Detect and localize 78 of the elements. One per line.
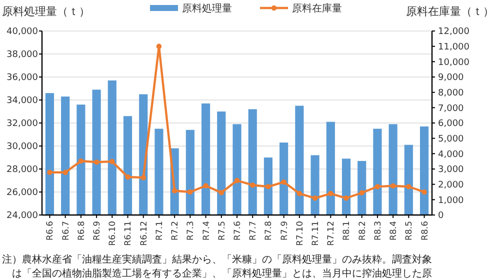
x-tick-label: R7.4 xyxy=(202,221,212,240)
y-tick-label: 34,000 xyxy=(6,96,38,106)
x-tick-label: R8.2 xyxy=(358,221,368,240)
point xyxy=(374,184,380,190)
point xyxy=(406,184,412,190)
point xyxy=(94,159,100,165)
legend-label: 原料処理量 xyxy=(182,2,232,14)
y2-tick-label: 10,000 xyxy=(438,58,470,68)
y2-tick-label: 8,000 xyxy=(438,88,464,98)
y-tick-label: 30,000 xyxy=(6,142,38,152)
point xyxy=(110,158,115,164)
y-tick-label: 38,000 xyxy=(6,50,38,60)
y2-tick-label: 12,000 xyxy=(438,27,470,38)
x-tick-label: R6.12 xyxy=(139,221,150,246)
point xyxy=(422,189,427,195)
point xyxy=(78,158,84,164)
y2-tick-label: 1,000 xyxy=(438,196,464,206)
x-tick-label: R7.11 xyxy=(311,221,322,246)
x-tick-label: R7.12 xyxy=(326,221,337,246)
x-tick-label: R8.4 xyxy=(389,221,400,240)
point xyxy=(312,195,318,201)
point xyxy=(250,182,256,188)
point xyxy=(218,190,224,196)
x-tick-label: R7.10 xyxy=(295,221,306,246)
text: 注）農林水産省「油糧生産実績調査」結果から、「米糠」の「原料処理量」のみ抜粋。調査対象 xyxy=(2,254,432,266)
point xyxy=(172,188,178,194)
y-tick-label: 36,000 xyxy=(6,73,38,84)
y2-tick-label: 4,000 xyxy=(438,150,464,160)
x-tick-label: R8.3 xyxy=(373,221,384,240)
x-tick-label: R7.3 xyxy=(186,221,196,240)
x-tick-label: R6.8 xyxy=(76,221,87,240)
y-tick-label: 28,000 xyxy=(6,165,38,176)
point xyxy=(125,174,130,180)
y2-tick-label: 11,000 xyxy=(438,42,470,52)
y2-tick-label: 7,000 xyxy=(438,104,464,114)
x-tick-label: R7.9 xyxy=(280,221,290,240)
y-tick-label: 24,000 xyxy=(6,211,38,222)
point xyxy=(140,174,146,180)
text: は「全国の植物油脂製造工場を有する企業」、「原料処理量」とは、当月中に搾油処理した原 xyxy=(2,268,432,279)
point xyxy=(156,44,162,49)
point xyxy=(359,190,364,196)
y2-tick-label: 9,000 xyxy=(438,73,464,84)
y-tick-label: 26,000 xyxy=(6,188,38,198)
point xyxy=(188,189,193,195)
point xyxy=(296,190,302,196)
y2-tick-label: 3,000 xyxy=(438,165,464,176)
y2-tick-label: 5,000 xyxy=(438,134,464,144)
y2-axis-title: 原料在庫量（ｔ） xyxy=(406,5,494,18)
x-tick-label: R7.7 xyxy=(248,221,259,240)
x-tick-label: R8.1 xyxy=(342,221,352,240)
point xyxy=(62,170,68,176)
point xyxy=(266,184,271,190)
x-tick-label: R6.11 xyxy=(124,221,134,246)
x-tick-label: R6.10 xyxy=(108,221,118,246)
y-tick-label: 40,000 xyxy=(6,27,38,38)
x-tick-label: R7.5 xyxy=(217,221,228,240)
x-tick-label: R7.8 xyxy=(264,221,274,240)
point xyxy=(234,178,240,184)
y2-tick-label: 0 xyxy=(438,211,444,222)
x-tick-label: R6.9 xyxy=(92,221,103,240)
y2-tick-label: 2,000 xyxy=(438,180,464,190)
point xyxy=(281,179,286,185)
y-axis-title: 原料処理量（ｔ） xyxy=(2,5,90,18)
point xyxy=(390,183,396,189)
y2-tick-label: 6,000 xyxy=(438,119,464,130)
x-tick-label: R8.5 xyxy=(404,221,415,240)
x-tick-label: R7.2 xyxy=(170,221,181,240)
x-tick-label: R6.6 xyxy=(46,221,56,240)
point xyxy=(203,183,208,188)
x-tick-label: R7.6 xyxy=(232,221,243,240)
x-tick-label: R7.1 xyxy=(154,221,165,240)
x-tick-label: R8.6 xyxy=(420,221,430,240)
point xyxy=(344,195,349,201)
x-tick-label: R6.7 xyxy=(61,221,72,240)
legend-label: 原料在庫量 xyxy=(292,2,342,14)
y-tick-label: 32,000 xyxy=(6,119,38,130)
point xyxy=(47,170,52,176)
point xyxy=(328,190,334,196)
